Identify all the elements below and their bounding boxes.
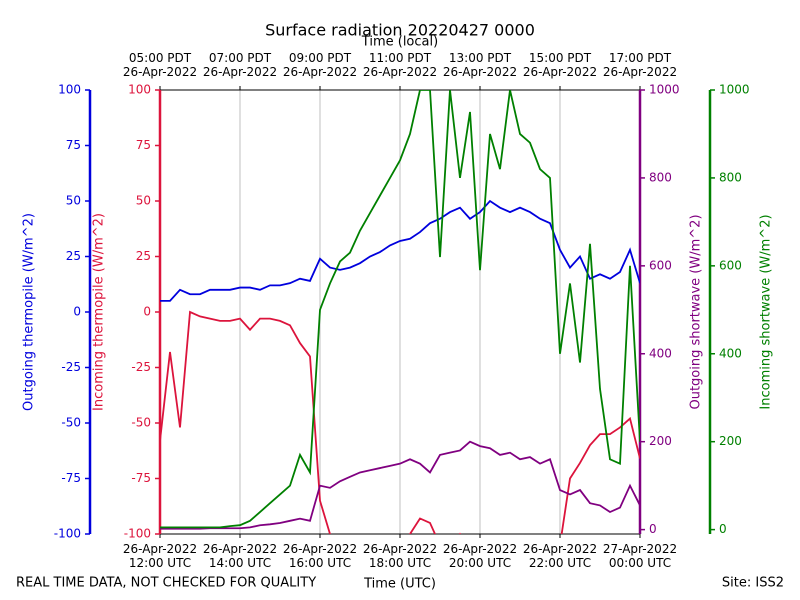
y-blue-tick-label: 50 <box>66 194 81 208</box>
y-blue-label: Outgoing thermopile (W/m^2) <box>22 213 37 411</box>
y-blue-tick-label: -75 <box>61 471 81 485</box>
x2-tick-label: 15:00 PDT 26-Apr-2022 <box>522 51 598 79</box>
x2-tick-label: 13:00 PDT 26-Apr-2022 <box>442 51 518 79</box>
y-red-tick-label: 50 <box>136 194 151 208</box>
y-red-tick-label: 75 <box>136 138 151 152</box>
y-red-tick-label: -100 <box>124 527 151 541</box>
series-line <box>160 199 640 302</box>
x-tick-label: 27-Apr-2022 00:00 UTC <box>602 542 678 570</box>
x-tick-label: 26-Apr-2022 18:00 UTC <box>362 542 438 570</box>
x2-tick-label: 11:00 PDT 26-Apr-2022 <box>362 51 438 79</box>
y3-tick-label: 200 <box>719 434 742 448</box>
series-line <box>160 440 640 530</box>
y-blue-tick-label: 0 <box>73 305 81 319</box>
y2-tick-label: 800 <box>649 170 672 184</box>
y2-tick-label: 200 <box>649 434 672 448</box>
y3-tick-label: 600 <box>719 258 742 272</box>
x-tick-label: 26-Apr-2022 20:00 UTC <box>442 542 518 570</box>
y-blue-tick-label: -50 <box>61 416 81 430</box>
x2-tick-label: 07:00 PDT 26-Apr-2022 <box>202 51 278 79</box>
x2-tick-label: 17:00 PDT 26-Apr-2022 <box>602 51 678 79</box>
y2-tick-label: 400 <box>649 346 672 360</box>
y-red-tick-label: 0 <box>143 305 151 319</box>
y-blue-tick-label: 25 <box>66 249 81 263</box>
x2-axis-label: Time (local) <box>361 35 438 50</box>
plot-area <box>160 90 640 534</box>
y2-tick-label: 1000 <box>649 83 680 97</box>
y-blue-tick-label: -100 <box>54 527 81 541</box>
x-tick-label: 26-Apr-2022 12:00 UTC <box>122 542 198 570</box>
y3-label: Incoming shortwave (W/m^2) <box>759 214 774 409</box>
y-red-tick-label: -75 <box>131 471 151 485</box>
y2-tick-label: 0 <box>649 522 657 536</box>
y3-tick-label: 800 <box>719 170 742 184</box>
chart-title: Surface radiation 20220427 0000 <box>265 21 535 40</box>
y-blue-tick-label: -25 <box>61 360 81 374</box>
y2-tick-label: 600 <box>649 258 672 272</box>
y-red-label: Incoming thermopile (W/m^2) <box>92 213 107 411</box>
x2-tick-label: 05:00 PDT 26-Apr-2022 <box>122 51 198 79</box>
y3-tick-label: 1000 <box>719 83 750 97</box>
footer-left: REAL TIME DATA, NOT CHECKED FOR QUALITY <box>16 576 316 591</box>
x-tick-label: 26-Apr-2022 14:00 UTC <box>202 542 278 570</box>
y-red-tick-label: 25 <box>136 249 151 263</box>
y-red-tick-label: -25 <box>131 360 151 374</box>
y-blue-tick-label: 100 <box>58 83 81 97</box>
x-tick-label: 26-Apr-2022 16:00 UTC <box>282 542 358 570</box>
footer-right: Site: ISS2 <box>722 576 784 591</box>
series-line <box>160 310 640 534</box>
series-line <box>160 90 640 529</box>
y-red-tick-label: -50 <box>131 416 151 430</box>
y3-tick-label: 400 <box>719 346 742 360</box>
y-blue-tick-label: 75 <box>66 138 81 152</box>
x-axis-label: Time (UTC) <box>363 577 436 592</box>
x-tick-label: 26-Apr-2022 22:00 UTC <box>522 542 598 570</box>
y2-label: Outgoing shortwave (W/m^2) <box>689 214 704 409</box>
x2-tick-label: 09:00 PDT 26-Apr-2022 <box>282 51 358 79</box>
y3-tick-label: 0 <box>719 522 727 536</box>
y-red-tick-label: 100 <box>128 83 151 97</box>
